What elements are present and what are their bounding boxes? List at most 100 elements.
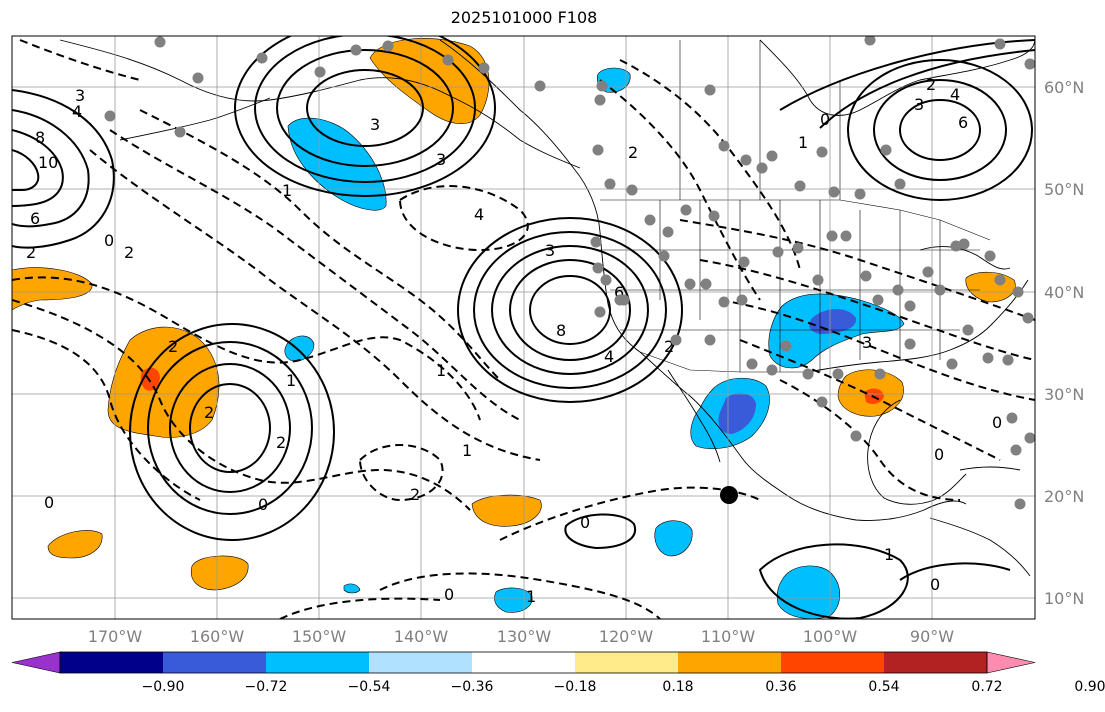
station-dot [934,284,946,296]
contour-line [564,513,637,550]
station-dot [174,126,186,138]
contour-line [254,36,476,183]
positive-anomaly [107,326,220,438]
lon-label: 110°W [701,627,756,646]
contour-label: 1 [282,181,292,200]
contour-label: 1 [798,133,808,152]
contour-label: 1 [526,587,536,606]
contour-label: 8 [35,128,45,147]
station-dot [592,144,604,156]
negative-anomaly [494,587,533,613]
contour-label: 3 [862,333,872,352]
contour-line [12,299,471,511]
baja-california [667,369,721,463]
contour-label: 0 [992,413,1002,432]
contour-label: 3 [914,95,924,114]
contour-line [234,36,496,197]
contour-label: 1 [462,441,472,460]
colorbar-tick-label: −0.90 [142,679,185,695]
station-dot [854,188,866,200]
contour-label: 6 [614,283,624,302]
station-dot [780,340,792,352]
colorbar [11,651,1036,674]
station-dot [704,334,716,346]
gulf-coast [807,279,1029,373]
station-dot [350,44,362,56]
lon-label: 140°W [394,627,449,646]
caribbean-islands [959,466,1021,471]
contour-line [12,276,481,421]
station-dot [534,80,546,92]
station-dot [832,368,844,380]
contour-line [457,217,683,403]
contour-label: 8 [556,321,566,340]
station-dot [826,230,838,242]
contour-line [89,149,541,461]
station-dot [874,368,886,380]
colorbar-frame [59,651,988,674]
contour-label: 2 [26,243,36,262]
station-dot [718,296,730,308]
colorbar-tick-labels: −0.90 −0.72 −0.54 −0.36 −0.18 0.18 0.36 0.54 0.7… [142,679,1105,695]
colorbar-tick-label: −0.72 [245,679,288,695]
station-dot [864,36,876,46]
contour-labels: 3 4 3 8 10 6 2 0 2 3 4 3 2 1 0 8 3 6 4 2… [26,75,1002,606]
contour-label: 2 [628,143,638,162]
station-dot [1022,312,1034,324]
north-america-west-coast [439,39,967,521]
station-dot [662,226,674,238]
station-dot [1014,498,1026,510]
contour-line [129,323,335,541]
contour-label: 0 [580,513,590,532]
contour-line [699,259,1035,361]
station-dot [850,430,862,442]
contour-line [169,363,291,493]
contour-label: 2 [168,337,178,356]
contour-label: 0 [44,493,54,512]
station-dot [594,306,606,318]
colorbar-segment [60,652,164,673]
station-dot [604,178,616,190]
station-dot [982,352,994,364]
contour-label: 2 [204,403,214,422]
central-america-coast [929,517,1031,577]
contour-label: 10 [38,153,58,172]
latitude-labels: 60°N 50°N 40°N 30°N 20°N 10°N [1044,78,1084,608]
station-dot [104,110,116,122]
contour-line [276,49,454,167]
contour-line [139,109,501,381]
station-dot [994,274,1006,286]
contour-line [819,49,1035,129]
map-frame [11,35,1036,620]
contour-line [719,299,1035,401]
contour-label: 2 [664,337,674,356]
contour-label: 4 [474,205,484,224]
colorbar-segment [266,652,370,673]
us-canada-border [600,199,991,241]
station-dot [1024,58,1035,70]
colorbar-segment [163,652,267,673]
station-dot [704,84,716,96]
lon-label: 100°W [803,627,858,646]
colorbar-tick-label: 0.18 [662,679,693,695]
colorbar-tick-label: −0.18 [554,679,597,695]
contour-line [398,185,529,252]
contour-line [529,275,611,345]
contour-label: 3 [545,241,555,260]
contour-line [679,219,1035,321]
station-dot [708,210,720,222]
colorbar-segment [884,652,988,673]
longitude-labels: 170°W 160°W 150°W 140°W 130°W 120°W 110°… [88,627,954,646]
lat-label: 10°N [1044,589,1084,608]
contour-line [12,149,40,192]
contour-label: 0 [930,575,940,594]
contour-line [109,129,521,421]
lat-label: 20°N [1044,487,1084,506]
station-dot [442,54,454,66]
station-dot [1010,444,1022,456]
station-dot [1002,354,1014,366]
positive-anomaly [369,38,490,124]
contour-line [379,572,661,619]
colorbar-tick-label: 0.90 [1074,679,1105,695]
